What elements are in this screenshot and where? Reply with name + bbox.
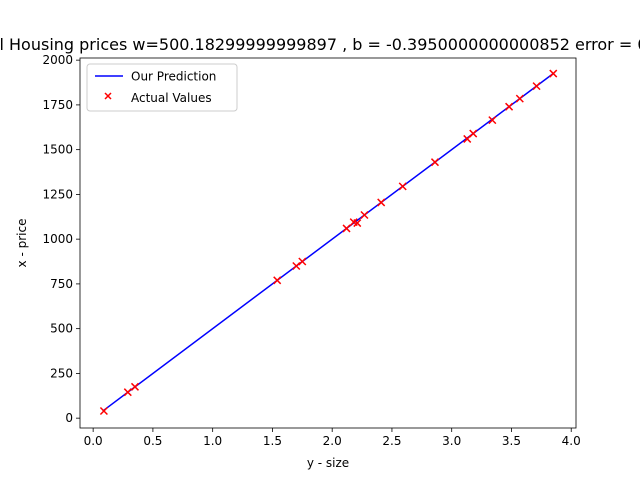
x-tick-label: 0.0 [84, 434, 103, 448]
data-point [469, 129, 478, 138]
y-tick-label: 1250 [42, 187, 73, 201]
legend-marker-swatch [104, 92, 112, 100]
data-point [505, 102, 514, 111]
y-tick-label: 1500 [42, 143, 73, 157]
data-point [99, 406, 108, 416]
y-axis-label: x - price [15, 219, 29, 268]
data-point [532, 82, 541, 91]
data-point [342, 224, 351, 233]
x-tick-label: 1.5 [263, 434, 282, 448]
plot-frame [79, 57, 577, 429]
x-tick-label: 2.0 [323, 434, 342, 448]
data-point [549, 69, 558, 78]
data-point [130, 382, 140, 391]
y-tick-label: 0 [65, 411, 73, 425]
data-point [377, 198, 386, 207]
legend-label-actual: Actual Values [131, 91, 212, 105]
x-tick-label: 0.5 [143, 434, 162, 448]
legend-box [86, 63, 238, 112]
chart-title: Final Housing prices w=500.1829999999989… [0, 35, 640, 54]
x-tick-label: 3.5 [502, 434, 521, 448]
y-tick-label: 1750 [42, 98, 73, 112]
data-point [515, 94, 524, 103]
y-tick-label: 250 [50, 366, 73, 380]
x-tick-label: 3.0 [442, 434, 461, 448]
y-tick-label: 1000 [42, 232, 73, 246]
x-tick-label: 4.0 [562, 434, 581, 448]
x-axis-label: y - size [307, 456, 349, 470]
legend: Our Prediction Actual Values [86, 63, 238, 112]
y-tick-label: 2000 [42, 53, 73, 67]
data-point [123, 388, 132, 397]
data-point [298, 257, 307, 266]
x-tick-label: 2.5 [382, 434, 401, 448]
data-point [430, 158, 439, 167]
data-point [488, 116, 497, 125]
legend-label-prediction: Our Prediction [131, 70, 216, 84]
y-tick-label: 750 [50, 277, 73, 291]
prediction-line [102, 72, 554, 412]
data-point [292, 261, 301, 271]
axis-ticks: 0.0 0.5 1.0 1.5 2.0 2.5 3.0 3.5 4.0 0 250 500 750 100… [42, 53, 580, 448]
data-point [398, 182, 407, 191]
data-point [353, 219, 362, 228]
y-tick-label: 500 [50, 322, 73, 336]
data-point [360, 210, 369, 220]
data-point [273, 276, 282, 285]
plot-series [99, 69, 558, 416]
x-tick-label: 1.0 [203, 434, 222, 448]
